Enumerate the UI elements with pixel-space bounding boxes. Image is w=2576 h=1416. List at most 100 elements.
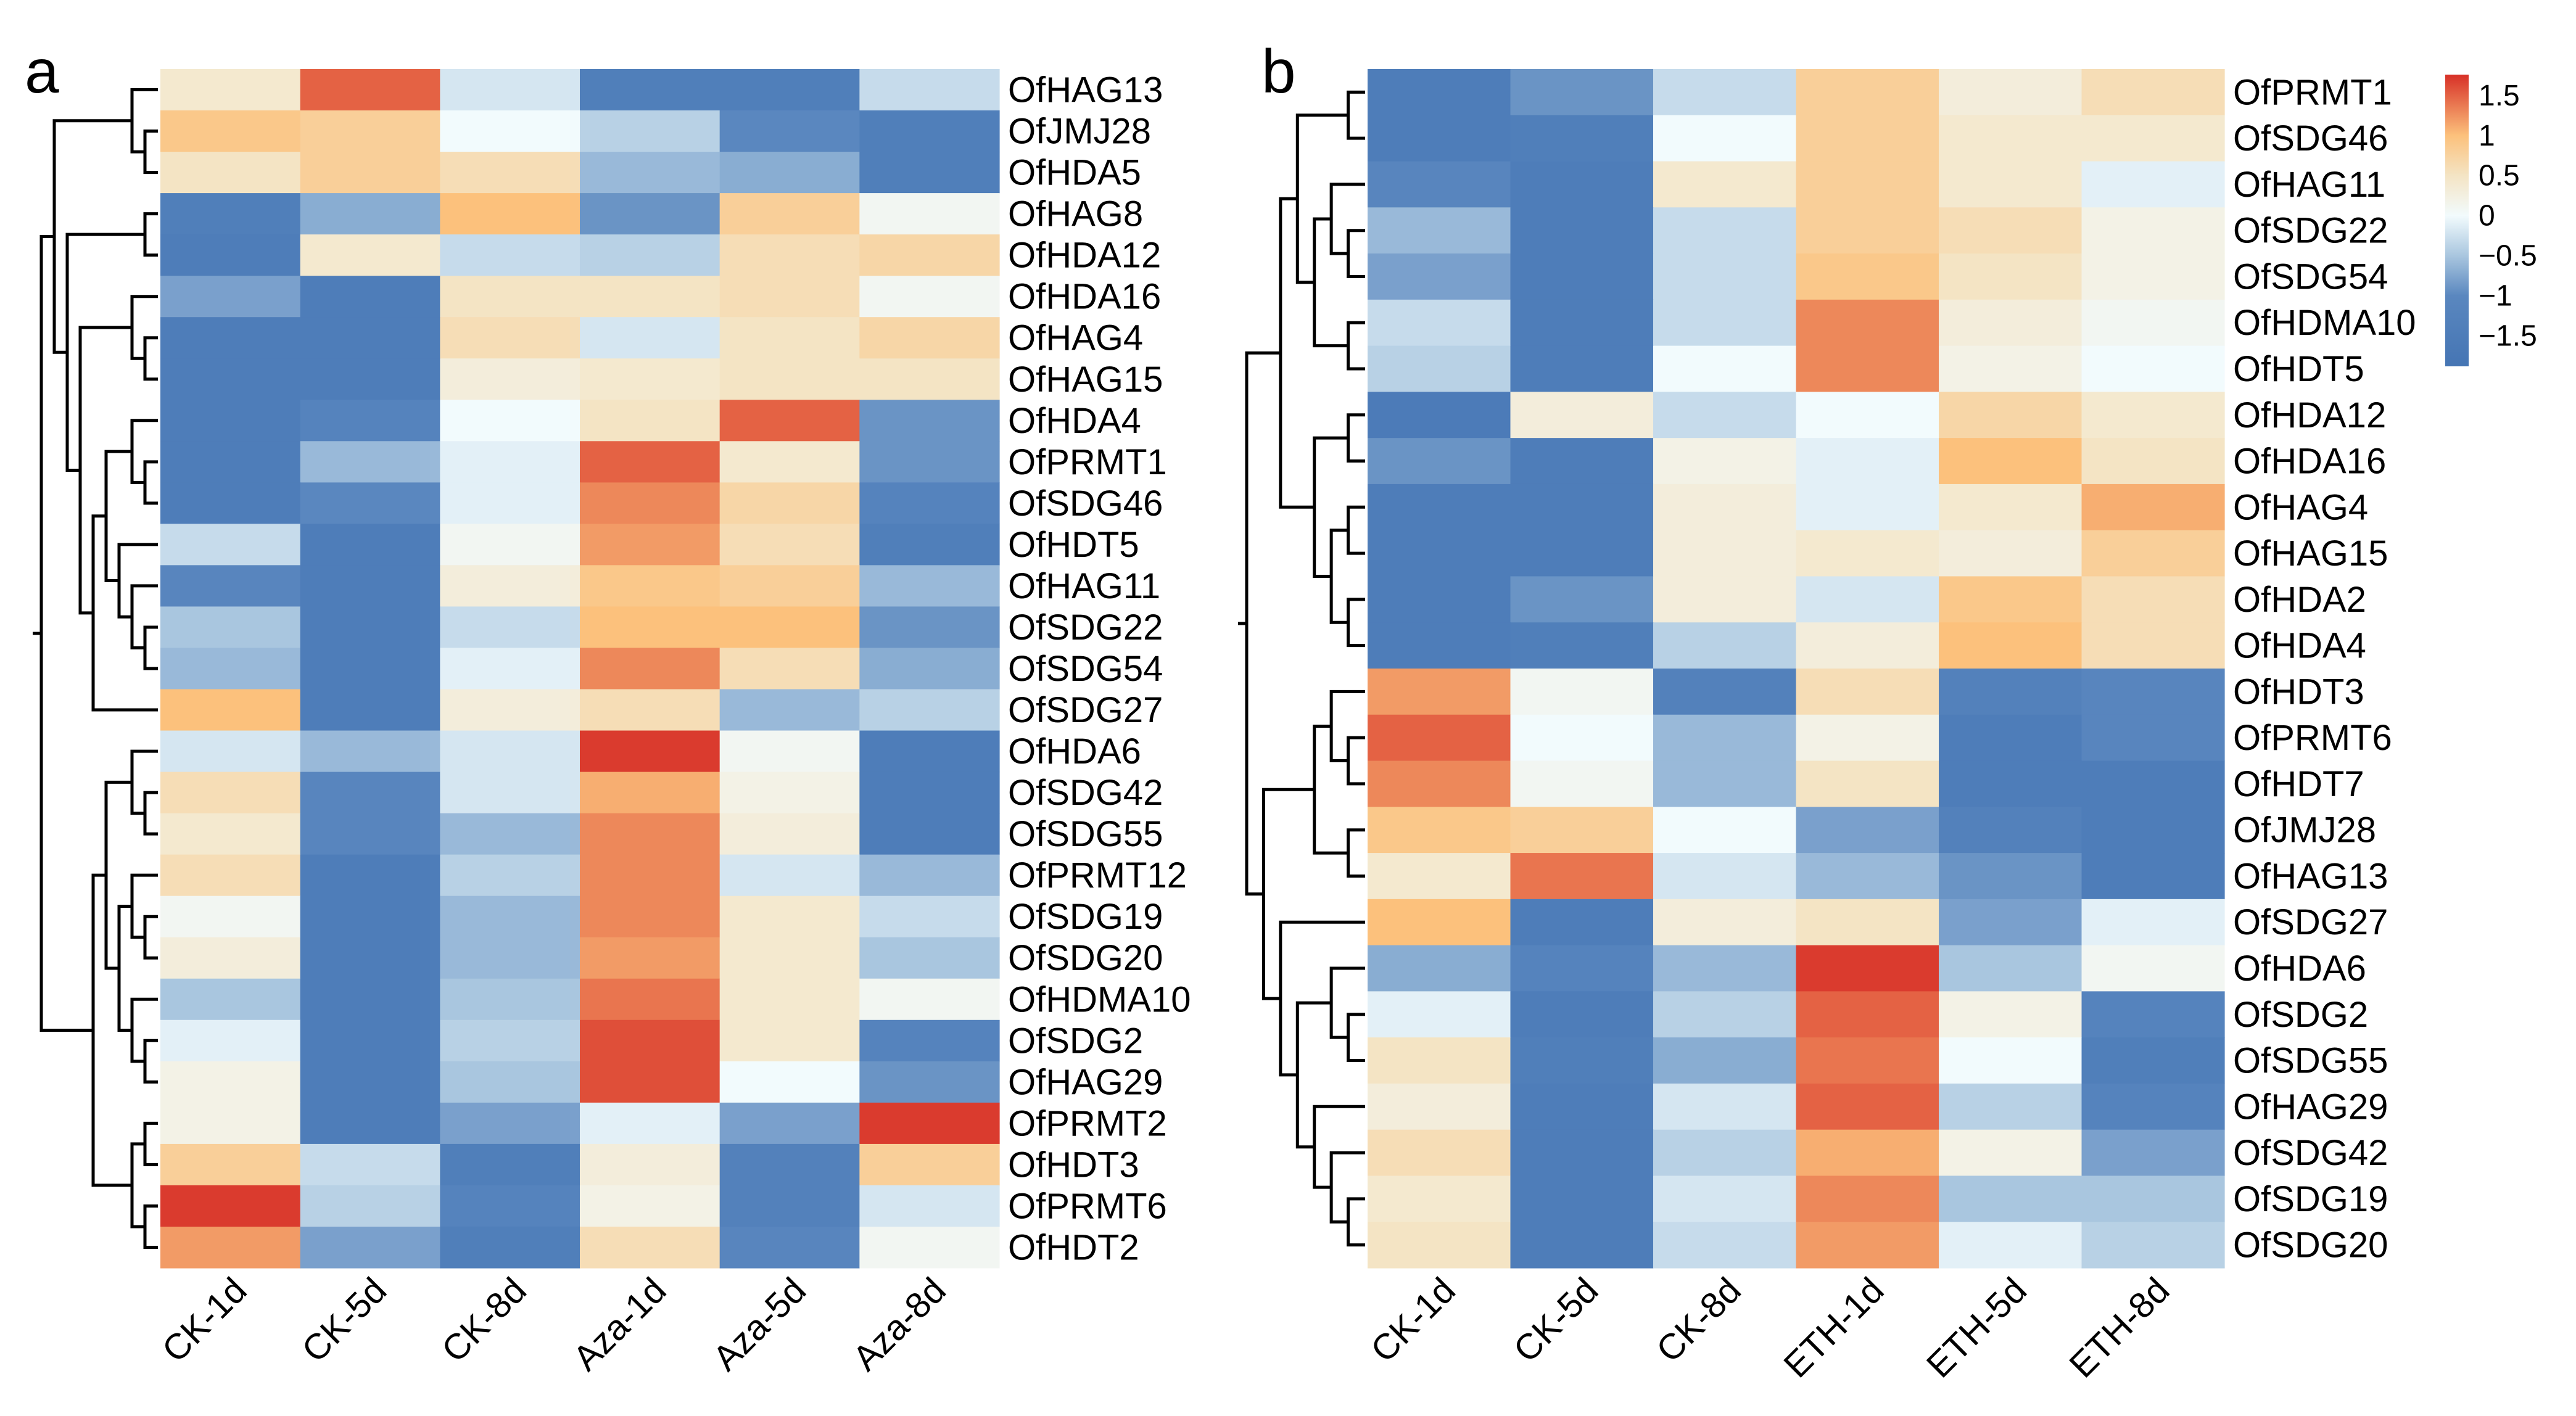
dendrogram-branch — [1347, 90, 1365, 140]
row-label: OfHDA6 — [1008, 731, 1141, 772]
row-label: OfSDG55 — [2233, 1041, 2388, 1081]
heatmap-cell — [859, 772, 1000, 814]
heatmap-cell — [300, 1061, 440, 1103]
heatmap-cell — [160, 1226, 301, 1269]
heatmap-cell — [719, 152, 860, 194]
heatmap-cell — [300, 895, 440, 938]
dendrogram-branch — [143, 130, 158, 175]
heatmap-cell — [2081, 669, 2225, 715]
heatmap-cell — [440, 69, 580, 111]
heatmap-cell — [1796, 1222, 1939, 1269]
legend-tick-label: 0.5 — [2479, 160, 2520, 192]
heatmap-cell — [1939, 392, 2083, 438]
heatmap-cell — [1368, 1083, 1511, 1130]
heatmap-cell — [440, 606, 580, 649]
heatmap-cell — [1368, 1175, 1511, 1222]
heatmap-cell — [1510, 161, 1654, 208]
heatmap-cell — [1796, 1037, 1939, 1084]
heatmap-cell — [859, 648, 1000, 690]
heatmap-cell — [440, 193, 580, 235]
heatmap-cell — [719, 317, 860, 359]
heatmap-cell — [719, 400, 860, 442]
heatmap-cell — [1796, 484, 1939, 531]
heatmap-cell — [1653, 438, 1797, 485]
row-label: OfHDT5 — [1008, 525, 1139, 565]
heatmap-cell — [580, 854, 720, 897]
row-label: OfHAG15 — [1008, 360, 1163, 400]
heatmap-cell — [1939, 807, 2083, 854]
heatmap-cell — [440, 937, 580, 979]
row-label: OfHDA16 — [1008, 277, 1161, 317]
dendrogram-branch — [143, 336, 158, 381]
heatmap-cell — [719, 772, 860, 814]
heatmap-cell — [2081, 530, 2225, 577]
heatmap-cell — [440, 358, 580, 400]
row-label: OfPRMT1 — [1008, 442, 1167, 482]
heatmap-cell — [2081, 484, 2225, 531]
heatmap-cell — [160, 358, 301, 400]
heatmap-cell — [1510, 438, 1654, 485]
heatmap-cell — [1653, 392, 1797, 438]
heatmap-cell — [440, 730, 580, 773]
dendrogram-branch — [117, 543, 158, 619]
row-label: OfHDA12 — [1008, 236, 1161, 276]
color-legend: 1.5 1 0.5 0 −0.5 −1 −1.5 — [2445, 75, 2537, 366]
dendrogram-branch — [143, 1121, 158, 1166]
dendrogram-branch — [143, 460, 158, 505]
heatmap-cell — [1368, 760, 1511, 807]
row-label: OfPRMT1 — [2233, 72, 2392, 112]
heatmap-cell — [1939, 760, 2083, 807]
heatmap-cell — [1939, 1083, 2083, 1130]
heatmap-cell — [1368, 299, 1511, 347]
heatmap-cell — [1796, 899, 1939, 946]
heatmap-cell — [1368, 484, 1511, 531]
heatmap-cell — [1939, 484, 2083, 531]
heatmap-cell — [719, 1143, 860, 1186]
heatmap-cell — [2081, 991, 2225, 1038]
heatmap-cell — [440, 1061, 580, 1103]
row-label: OfHDA5 — [1008, 153, 1141, 193]
heatmap-cell — [2081, 1083, 2225, 1130]
heatmap-cell — [160, 730, 301, 773]
heatmap-cell — [1939, 945, 2083, 992]
heatmap-cell — [300, 1226, 440, 1269]
dendrogram-branch — [1347, 598, 1365, 648]
row-label: OfSDG46 — [2233, 118, 2388, 158]
heatmap-cell — [160, 524, 301, 566]
heatmap-cell — [1368, 392, 1511, 438]
dendrogram-branch — [1347, 1013, 1365, 1063]
heatmap-cell — [580, 772, 720, 814]
heatmap-cell — [440, 854, 580, 897]
colorbar — [2445, 75, 2469, 366]
heatmap-cell — [1653, 714, 1797, 762]
heatmap-cell — [1368, 438, 1511, 485]
heatmap-cell — [300, 1102, 440, 1145]
heatmap-cell — [1653, 1083, 1797, 1130]
dendrogram-branch — [1261, 788, 1315, 1000]
heatmap-cell — [859, 276, 1000, 318]
heatmap-cell — [719, 1019, 860, 1062]
heatmap-cell — [300, 1019, 440, 1062]
heatmap-cell — [440, 234, 580, 276]
heatmap-cell — [1939, 161, 2083, 208]
heatmap-cell — [859, 895, 1000, 938]
heatmap-cell — [1939, 207, 2083, 254]
heatmap-cell — [1939, 299, 2083, 347]
heatmap-cell — [2081, 945, 2225, 992]
heatmap-cell — [1510, 576, 1654, 623]
heatmap-cell — [1653, 1037, 1797, 1084]
heatmap-cell — [300, 937, 440, 979]
heatmap-cell — [719, 937, 860, 979]
heatmap-cell — [1939, 438, 2083, 485]
heatmap-cell — [160, 69, 301, 111]
heatmap-cell — [1510, 669, 1654, 715]
heatmap-cell — [1796, 207, 1939, 254]
row-label: OfHDA4 — [1008, 401, 1141, 441]
heatmap-cell — [580, 482, 720, 524]
heatmap-cell — [859, 358, 1000, 400]
heatmap-cell — [1368, 576, 1511, 623]
heatmap-cell — [1939, 576, 2083, 623]
heatmap-cell — [300, 772, 440, 814]
heatmap-cell — [440, 1102, 580, 1145]
